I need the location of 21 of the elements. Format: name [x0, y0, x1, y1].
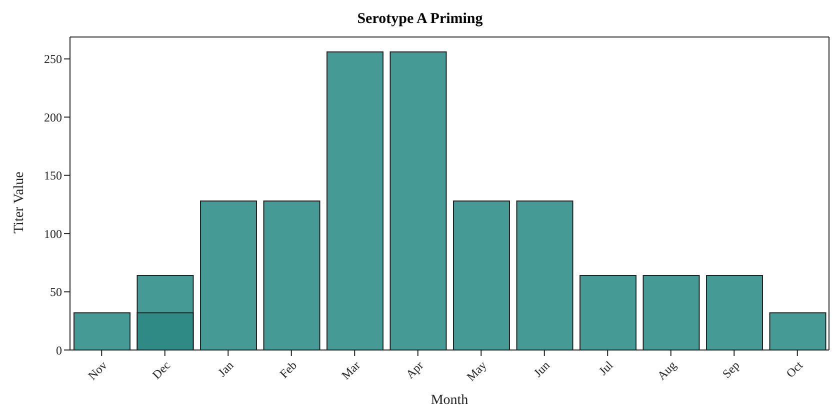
x-tick-label: May: [464, 358, 490, 384]
y-tick-label: 100: [44, 226, 62, 241]
y-tick-label: 0: [56, 343, 62, 358]
x-tick-label: Mar: [338, 358, 363, 382]
x-tick-label: Apr: [402, 358, 426, 382]
x-tick-label: Jun: [530, 358, 553, 380]
x-tick-label: Feb: [276, 358, 300, 381]
y-tick-label: 50: [50, 285, 62, 300]
chart-title: Serotype A Priming: [356, 10, 484, 29]
x-tick-label: Jul: [596, 358, 616, 378]
y-tick-label: 200: [44, 110, 62, 124]
y-tick-label: 250: [44, 52, 62, 66]
x-tick-label: Jan: [215, 358, 236, 380]
x-tick-label: Oct: [783, 358, 806, 380]
x-axis-title: Month: [430, 393, 468, 408]
x-tick-label: Dec: [149, 358, 174, 382]
x-tick-label: Aug: [654, 358, 680, 383]
y-axis-title: Titer Value: [12, 172, 27, 234]
y-tick-label: 150: [44, 168, 62, 183]
x-tick-label: Nov: [85, 358, 110, 383]
x-tick-label: Sep: [720, 358, 742, 381]
